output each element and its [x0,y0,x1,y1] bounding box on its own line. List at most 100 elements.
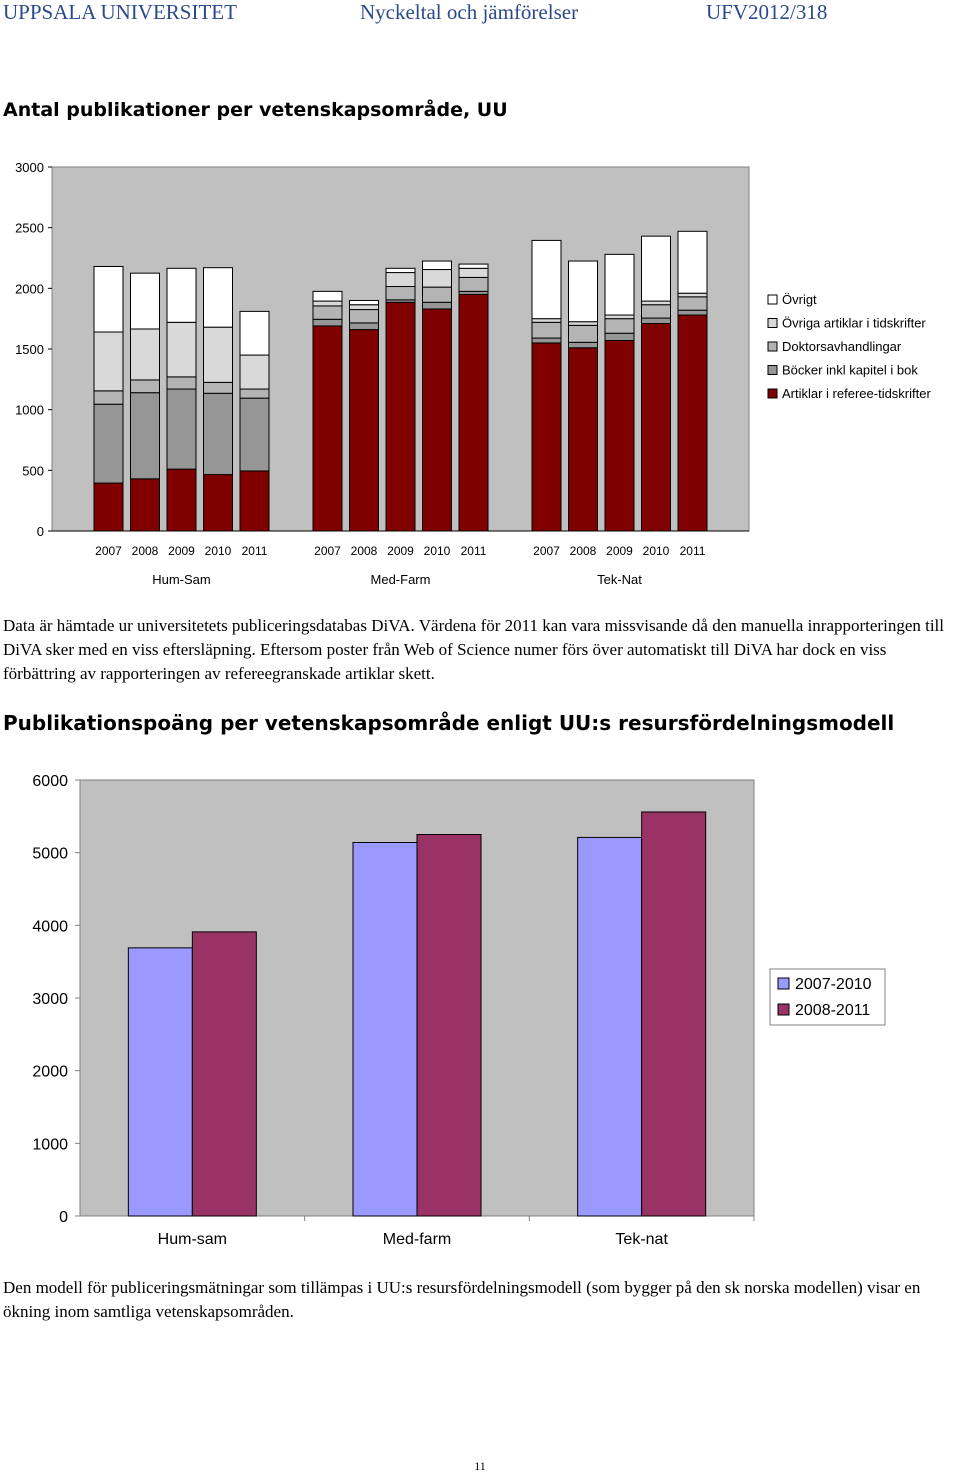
legend-label: Övriga artiklar i tidskrifter [782,316,926,331]
bar-segment-artiklar-i-referee-tidskrifter-tek-nat-2011 [677,314,708,532]
page-header: UPPSALA UNIVERSITET Nyckeltal och jämför… [0,0,960,24]
x-tick-label: 2010 [205,544,232,558]
bar-segment-artiklar-i-referee-tidskrifter-hum-sam-2009 [166,468,197,532]
x-tick-label: 2007 [533,544,560,558]
legend-label: Böcker inkl kapitel i bok [782,363,918,378]
bar-segment-övrigt-med-farm-2007 [312,290,343,302]
legend-swatch [767,365,778,375]
bar-segment-artiklar-i-referee-tidskrifter-med-farm-2009 [385,301,416,532]
section2-paragraph: Den modell för publiceringsmätningar som… [3,1278,921,1321]
bar-segment-övriga-artiklar-i-tidskrifter-hum-sam-2010 [203,326,233,383]
bar-segment-artiklar-i-referee-tidskrifter-tek-nat-2008 [568,347,598,532]
bar-segment-övriga-artiklar-i-tidskrifter-med-farm-2007 [312,300,343,307]
bar-segment-doktorsavhandlingar-tek-nat-2011 [677,296,708,311]
bar-segment-böcker-inkl-kapitel-i-bok-tek-nat-2008 [568,341,598,349]
legend-label: Doktorsavhandlingar [782,339,902,354]
header-title: Nyckeltal och jämförelser [360,0,579,24]
x-tick-label: 2011 [461,544,487,558]
y-tick-label: 6000 [32,773,68,790]
bar-segment-böcker-inkl-kapitel-i-bok-tek-nat-2009 [604,332,635,342]
bar-segment-böcker-inkl-kapitel-i-bok-med-farm-2007 [312,318,343,327]
bar-segment-doktorsavhandlingar-med-farm-2011 [458,276,489,292]
y-tick-label: 0 [59,1209,68,1226]
bar-segment-artiklar-i-referee-tidskrifter-hum-sam-2011 [239,470,270,532]
bar-segment-övrigt-hum-sam-2011 [239,310,270,356]
x-tick-label: 2011 [242,544,268,558]
bar-segment-artiklar-i-referee-tidskrifter-hum-sam-2008 [130,478,160,532]
bar-segment-övriga-artiklar-i-tidskrifter-hum-sam-2009 [166,321,197,378]
x-tick-label: 2007 [95,544,122,558]
bar-segment-övrigt-hum-sam-2010 [203,267,233,328]
bar-segment-övriga-artiklar-i-tidskrifter-hum-sam-2007 [93,331,124,392]
bar-segment-övrigt-med-farm-2010 [422,260,452,271]
group-label: Hum-Sam [152,572,211,587]
header-university: UPPSALA UNIVERSITET [3,0,237,24]
bar-segment-böcker-inkl-kapitel-i-bok-tek-nat-2011 [677,309,708,316]
bar-segment-doktorsavhandlingar-tek-nat-2007 [531,321,562,339]
bar-segment-övriga-artiklar-i-tidskrifter-hum-sam-2011 [239,354,270,390]
group-label: Tek-Nat [597,572,642,587]
bar-segment-artiklar-i-referee-tidskrifter-hum-sam-2007 [93,482,124,532]
bar-segment-övriga-artiklar-i-tidskrifter-tek-nat-2010 [641,300,671,306]
bar-segment-övrigt-hum-sam-2009 [166,267,197,323]
bar-segment-böcker-inkl-kapitel-i-bok-tek-nat-2010 [641,317,671,325]
legend-label: 2008-2011 [795,1002,870,1019]
bar-segment-doktorsavhandlingar-med-farm-2007 [312,305,343,320]
bar-segment-övriga-artiklar-i-tidskrifter-med-farm-2009 [385,272,416,288]
bar-segment-böcker-inkl-kapitel-i-bok-med-farm-2008 [349,322,379,331]
publications-stacked-bar-chart: 0 500 1000 1500 2000 2500 3000 2007 2008 2009 2010… [15,160,931,587]
bar-segment-doktorsavhandlingar-med-farm-2008 [349,309,379,324]
bar-segment-doktorsavhandlingar-hum-sam-2008 [130,379,160,394]
bar-segment-doktorsavhandlingar-hum-sam-2010 [203,381,233,394]
legend-swatch [777,1003,790,1016]
bar-segment-böcker-inkl-kapitel-i-bok-hum-sam-2007 [93,403,124,484]
bar-segment-doktorsavhandlingar-hum-sam-2007 [93,390,124,405]
y-tick-label: 5000 [32,846,68,863]
bar-segment-övriga-artiklar-i-tidskrifter-tek-nat-2007 [531,318,562,323]
bar-2007-2010-med-farm [352,841,418,1217]
x-tick-label: Med-farm [383,1231,451,1248]
y-tick-label: 1000 [15,403,44,418]
x-tick-label: 2009 [168,544,195,558]
y-tick-label: 4000 [32,918,68,935]
legend-swatch [767,318,778,328]
legend-swatch [777,977,790,990]
bar-segment-övrigt-tek-nat-2008 [568,260,598,323]
bar-segment-doktorsavhandlingar-med-farm-2010 [422,286,452,303]
bar-segment-övrigt-med-farm-2009 [385,267,416,274]
bar-segment-böcker-inkl-kapitel-i-bok-hum-sam-2011 [239,397,270,472]
bar-segment-artiklar-i-referee-tidskrifter-med-farm-2010 [422,308,452,532]
bar-segment-artiklar-i-referee-tidskrifter-tek-nat-2009 [604,340,635,532]
bar-segment-artiklar-i-referee-tidskrifter-med-farm-2011 [458,293,489,532]
bar-segment-doktorsavhandlingar-tek-nat-2008 [568,324,598,343]
x-tick-label: 2009 [606,544,633,558]
bar-segment-böcker-inkl-kapitel-i-bok-hum-sam-2010 [203,392,233,476]
bar-2008-2011-hum-sam [191,931,257,1217]
bar-segment-övriga-artiklar-i-tidskrifter-med-farm-2008 [349,304,379,311]
bar-segment-böcker-inkl-kapitel-i-bok-med-farm-2010 [422,301,452,310]
x-tick-label: 2008 [570,544,597,558]
section1-heading: Antal publikationer per vetenskapsområde… [3,99,508,121]
x-tick-label: Tek-nat [615,1231,668,1248]
y-tick-label: 2000 [32,1064,68,1081]
bar-segment-övriga-artiklar-i-tidskrifter-med-farm-2011 [458,267,489,278]
bar-segment-böcker-inkl-kapitel-i-bok-hum-sam-2008 [130,392,160,480]
y-tick-label: 1000 [32,1136,68,1153]
bar-segment-övrigt-tek-nat-2011 [677,230,708,294]
bar-segment-övrigt-med-farm-2011 [458,263,489,269]
x-tick-label: 2009 [387,544,414,558]
bar-segment-artiklar-i-referee-tidskrifter-hum-sam-2010 [203,474,233,532]
bar-segment-doktorsavhandlingar-tek-nat-2010 [641,304,671,319]
bar-segment-doktorsavhandlingar-med-farm-2009 [385,286,416,301]
y-tick-label: 2000 [15,281,44,296]
bar-segment-artiklar-i-referee-tidskrifter-tek-nat-2010 [641,323,671,532]
x-tick-label: 2008 [132,544,159,558]
bar-segment-övrigt-tek-nat-2010 [641,235,671,302]
x-tick-label: 2008 [351,544,378,558]
y-tick-label: 500 [22,463,44,478]
legend-swatch [767,294,778,305]
group-label: Med-Farm [371,572,431,587]
x-tick-label: Hum-sam [158,1231,227,1248]
x-tick-label: 2010 [643,544,670,558]
publication-points-bar-chart: 0 1000 2000 3000 4000 5000 6000 Hum-sam Med-farm… [32,773,886,1248]
